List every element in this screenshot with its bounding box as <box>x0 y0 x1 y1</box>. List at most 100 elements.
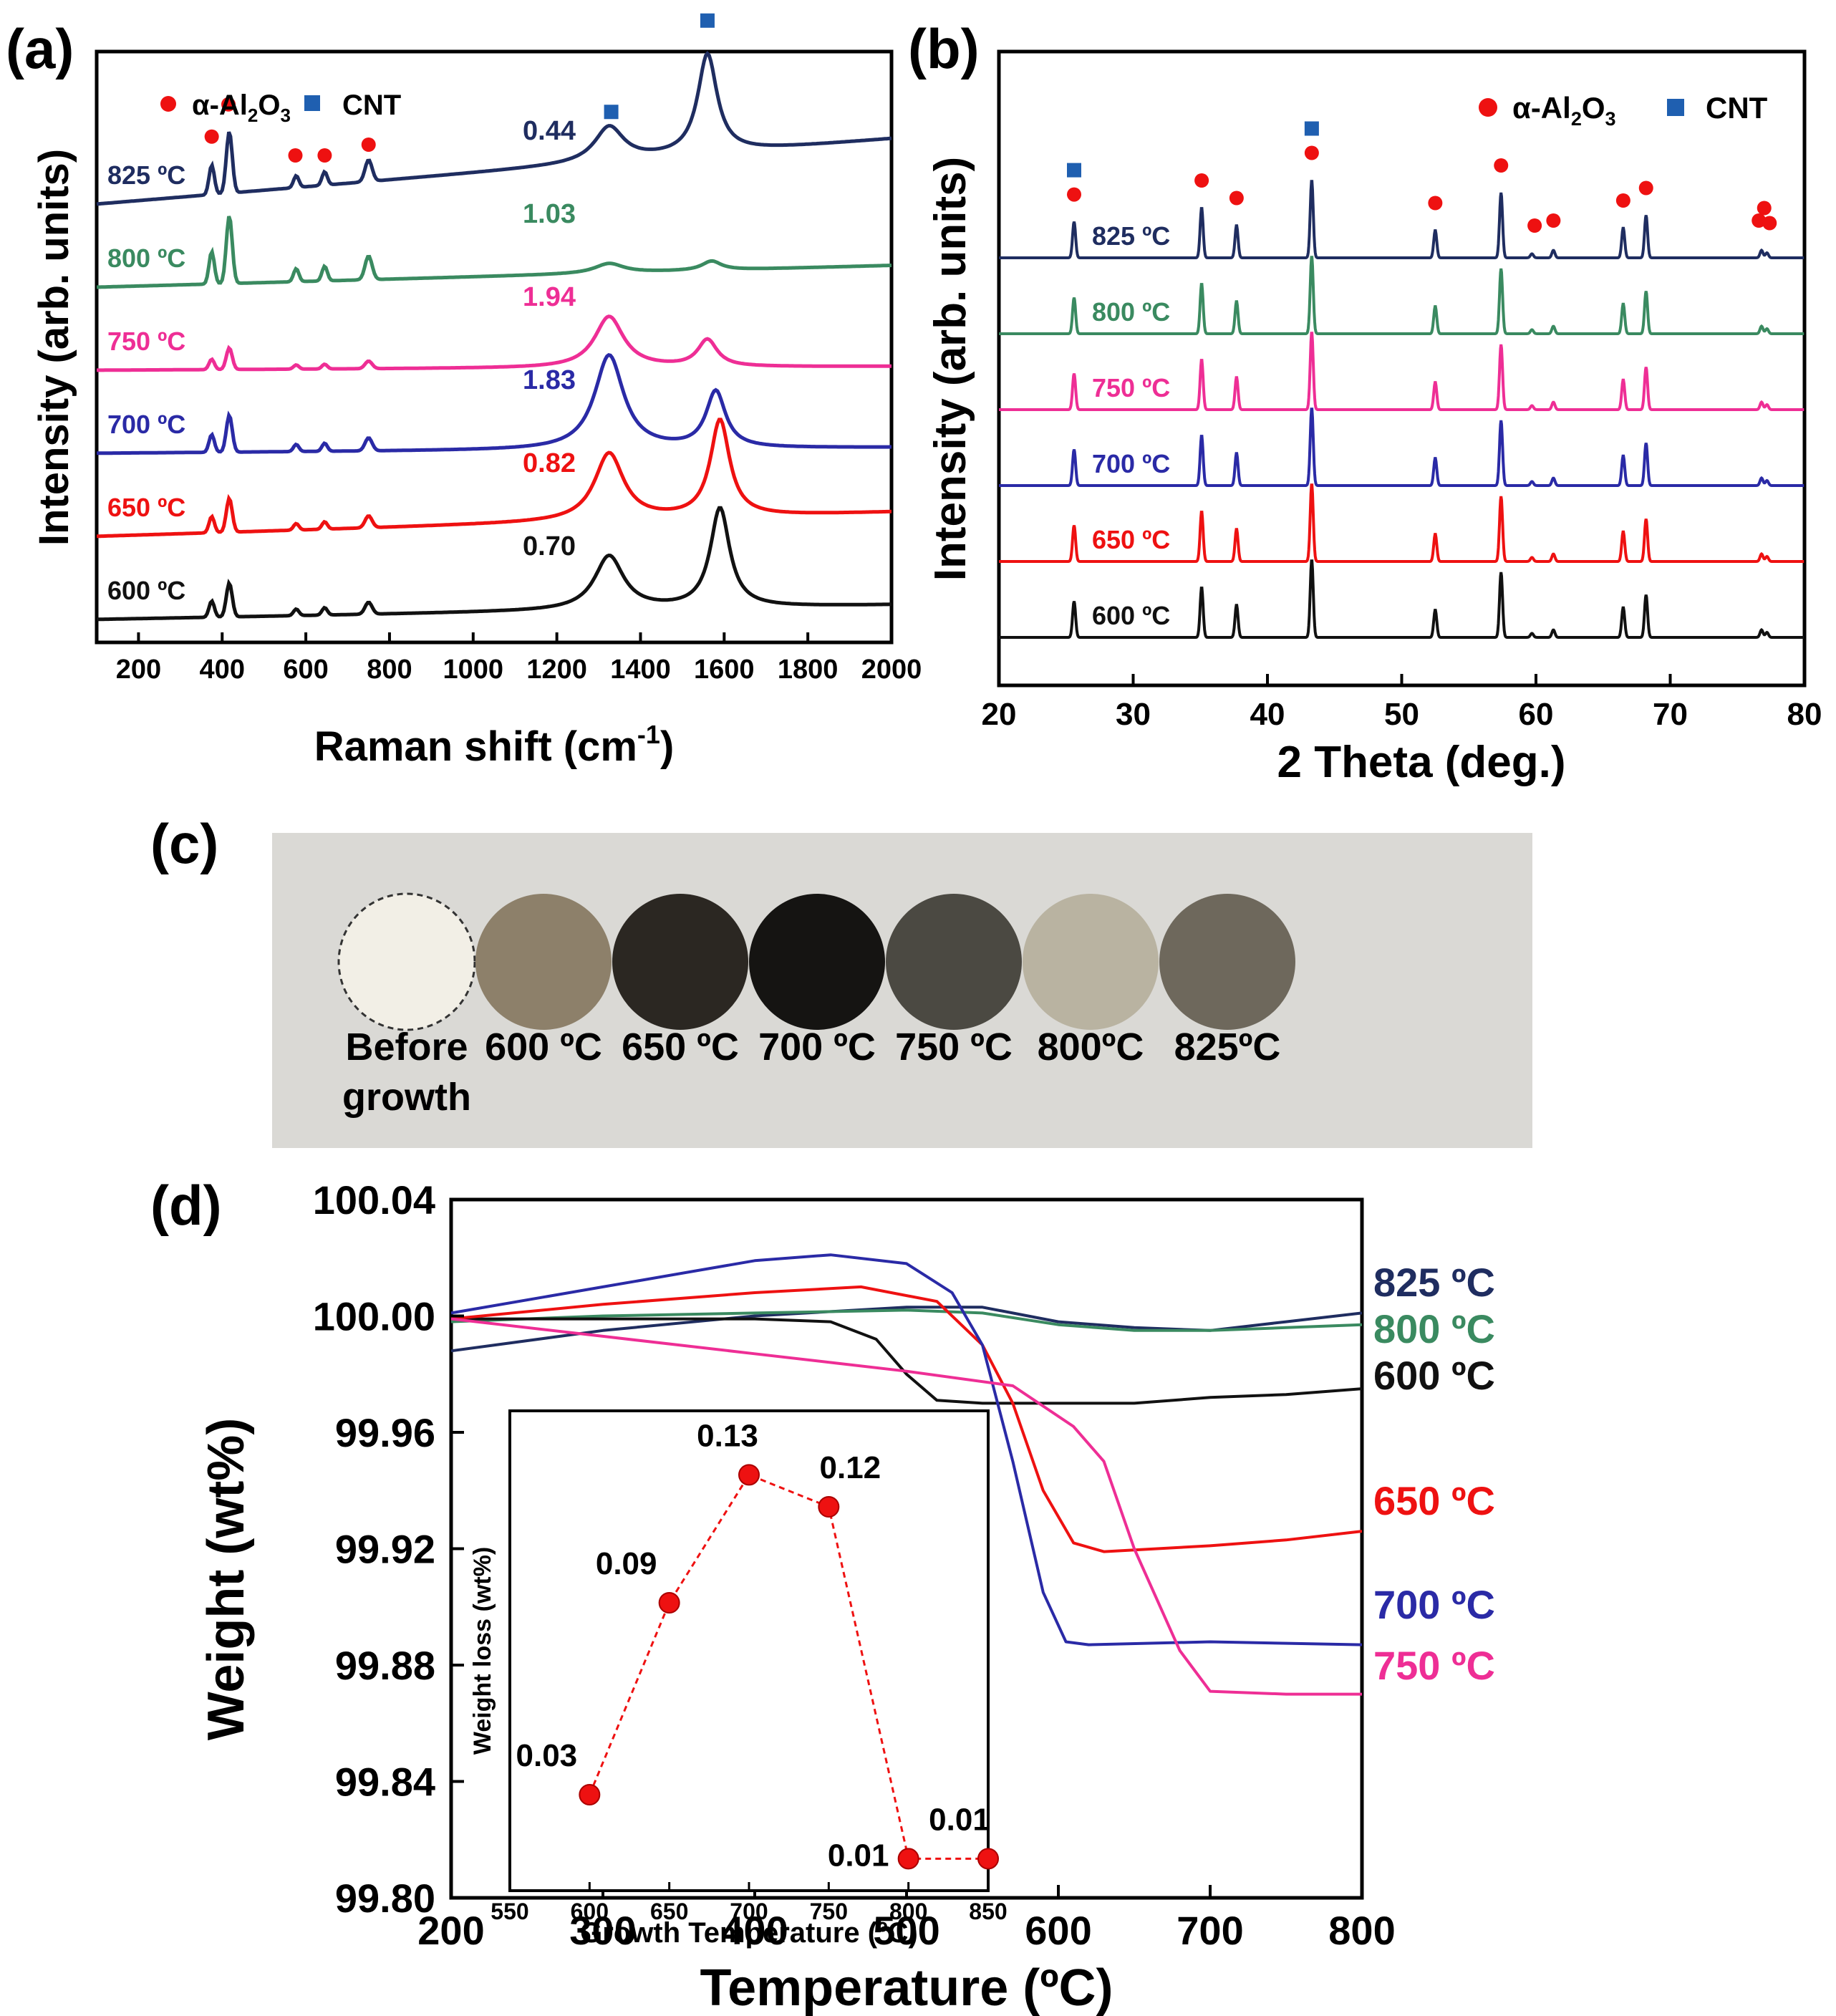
xrd-alumina-marker <box>1067 187 1081 202</box>
xrd-series-line <box>999 559 1804 639</box>
inset-x-tick-label: 550 <box>491 1899 528 1924</box>
legend-cnt-label: CNT <box>1706 91 1768 125</box>
inset-data-point <box>738 1464 760 1486</box>
legend-cnt-marker <box>1667 99 1684 116</box>
legend-alumina-marker <box>160 96 176 112</box>
tga-y-tick-label: 99.96 <box>335 1410 435 1455</box>
raman-id-ig-ratio: 1.83 <box>523 365 576 395</box>
sample-disk <box>1159 894 1295 1030</box>
xrd-alumina-marker <box>1494 158 1509 173</box>
raman-alumina-marker <box>204 129 219 144</box>
inset-x-tick-label: 850 <box>969 1899 1007 1924</box>
raman-id-ig-ratio: 0.70 <box>523 531 576 561</box>
xrd-series-line <box>999 483 1804 563</box>
xrd-x-tick-label: 70 <box>1653 697 1688 732</box>
inset-x-tick-label: 600 <box>571 1899 609 1924</box>
tga-x-tick-label: 400 <box>721 1908 788 1953</box>
tga-series-line <box>450 1317 1362 1696</box>
inset-data-label: 0.01 <box>929 1802 990 1837</box>
tga-x-tick-label: 800 <box>1328 1908 1395 1953</box>
xrd-cnt-marker <box>1067 163 1081 178</box>
sample-disk <box>475 894 612 1030</box>
raman-x-tick-label: 1800 <box>778 655 839 685</box>
tga-x-tick-label: 700 <box>1177 1908 1243 1953</box>
raman-id-ig-ratio: 1.94 <box>523 282 576 312</box>
raman-series-label: 700 ºC <box>107 410 185 439</box>
inset-data-point <box>579 1784 601 1805</box>
raman-series-label: 600 ºC <box>107 576 185 605</box>
xrd-cnt-marker <box>1304 121 1319 136</box>
sample-disk <box>337 892 476 1031</box>
inset-data-point <box>658 1592 680 1614</box>
tga-series-line <box>450 1285 1363 1553</box>
raman-x-tick-label: 2000 <box>861 655 922 685</box>
xrd-x-tick-label: 50 <box>1384 697 1419 732</box>
raman-alumina-marker <box>361 138 376 152</box>
tga-x-tick-label: 300 <box>569 1908 636 1953</box>
xrd-alumina-marker <box>1546 213 1561 228</box>
tga-x-tick-label: 200 <box>417 1908 484 1953</box>
xrd-series-label: 600 ºC <box>1092 601 1170 630</box>
xrd-alumina-marker <box>1752 213 1767 228</box>
tga-series-label: 750 ºC <box>1373 1643 1495 1688</box>
xrd-series-line <box>999 180 1804 259</box>
panel-label-d: (d) <box>150 1174 222 1237</box>
tga-x-tick-label: 500 <box>873 1908 939 1953</box>
inset-dashed-line <box>588 1473 988 1860</box>
inset-x-tick-label: 750 <box>810 1899 848 1924</box>
inset-frame <box>508 1409 990 1892</box>
raman-id-ig-ratio: 1.03 <box>523 199 576 229</box>
inset-data-label: 0.03 <box>516 1738 578 1773</box>
xrd-series-label: 825 ºC <box>1092 221 1170 251</box>
xrd-alumina-marker <box>1428 196 1443 211</box>
xrd-series-label: 700 ºC <box>1092 449 1170 478</box>
xrd-plot-frame <box>997 49 1807 688</box>
inset-data-label: 0.13 <box>697 1418 758 1453</box>
xrd-alumina-marker <box>1304 145 1319 160</box>
raman-id-ig-ratio: 0.44 <box>523 116 576 146</box>
raman-x-tick-label: 200 <box>116 655 161 685</box>
raman-x-tick-label: 800 <box>367 655 412 685</box>
xrd-chart: 600 ºC 650 ºC 700 ºC 750 ºC 800 ºC 825 ºC 20 3… <box>926 49 1822 787</box>
tga-series-label: 650 ºC <box>1373 1478 1495 1523</box>
tga-series-label: 700 ºC <box>1373 1582 1495 1627</box>
legend-alumina-label: α-Al2O3 <box>192 90 291 126</box>
xrd-series-line <box>999 256 1804 335</box>
tga-y-tick-label: 99.88 <box>335 1643 435 1688</box>
legend-alumina-marker <box>1479 98 1497 117</box>
sample-label: 600 ºC <box>485 1026 602 1069</box>
tga-y-tick-label: 99.92 <box>335 1527 435 1572</box>
raman-series-line <box>97 314 892 372</box>
inset-x-tick-label: 800 <box>889 1899 927 1924</box>
legend-cnt-label: CNT <box>342 90 401 121</box>
sample-label: 825ºC <box>1174 1026 1281 1069</box>
xrd-alumina-marker <box>1527 218 1542 233</box>
sample-label: 750 ºC <box>895 1026 1013 1069</box>
sample-disk <box>1023 894 1159 1030</box>
xrd-alumina-marker <box>1757 201 1772 216</box>
tga-series-line <box>450 1308 1363 1332</box>
tga-y-tick-label: 99.84 <box>335 1760 435 1805</box>
xrd-legend: α-Al2O3 CNT <box>1479 91 1768 130</box>
raman-plot-frame <box>95 49 894 645</box>
xrd-series-line <box>999 407 1804 487</box>
legend-cnt-marker <box>304 95 320 111</box>
raman-x-tick-label: 1400 <box>610 655 671 685</box>
raman-x-tick-label: 1000 <box>443 655 504 685</box>
raman-legend: α-Al2O3 CNT <box>160 90 401 126</box>
raman-series-label: 825 ºC <box>107 160 185 190</box>
inset-data-point <box>897 1848 919 1870</box>
raman-id-ig-ratio: 0.82 <box>523 448 576 478</box>
raman-y-axis-label: Intensity (arb. units) <box>31 149 77 546</box>
raman-cnt-marker <box>700 13 715 28</box>
tga-x-tick-label: 600 <box>1025 1908 1091 1953</box>
sample-disk <box>612 894 748 1030</box>
xrd-x-axis-label: 2 Theta (deg.) <box>1277 738 1565 787</box>
xrd-x-tick-label: 80 <box>1787 697 1822 732</box>
raman-x-tick-label: 1200 <box>526 655 587 685</box>
weight-loss-inset: 550 600 650 700 750 800 850 0.03 0.09 0.13 0.12 0.0… <box>469 1409 1008 1949</box>
xrd-alumina-marker <box>1194 173 1209 188</box>
tga-series-line <box>450 1306 1363 1353</box>
inset-data-label: 0.12 <box>820 1450 881 1485</box>
